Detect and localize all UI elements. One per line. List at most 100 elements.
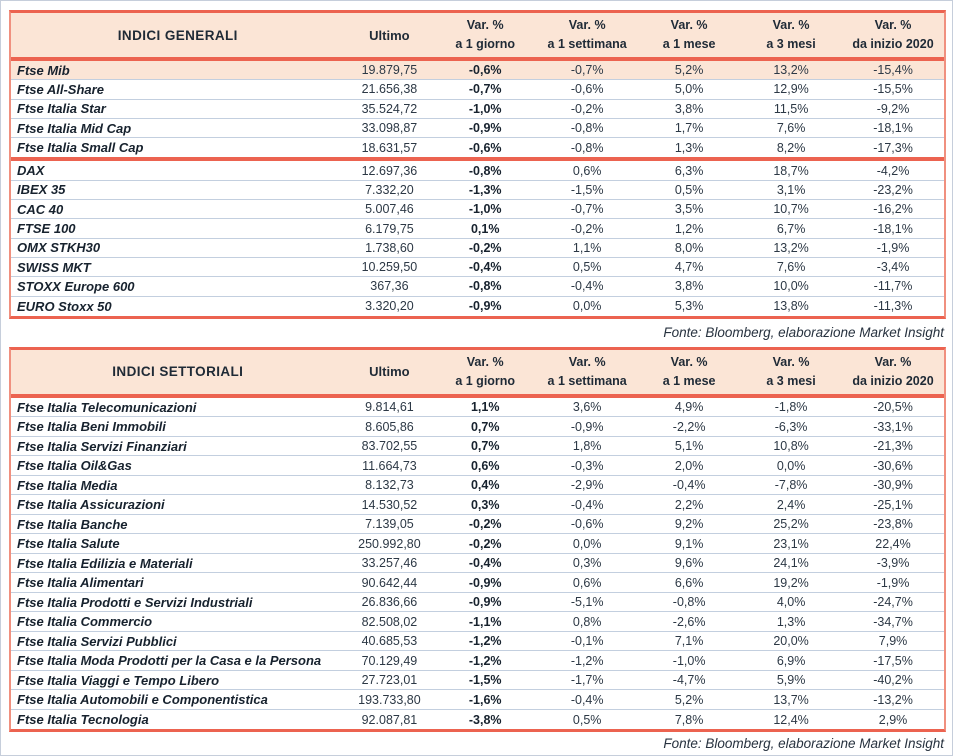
- var-value: 2,9%: [878, 712, 908, 727]
- var-value: -7,8%: [774, 478, 808, 493]
- column-header-var-3-mesi: Var. % a 3 mesi: [740, 350, 842, 394]
- ultimo-value: 82.508,02: [361, 614, 418, 629]
- index-name: STOXX Europe 600: [17, 278, 135, 294]
- column-header-var-3-mesi: Var. % a 3 mesi: [740, 13, 842, 57]
- var-value: -2,9%: [570, 478, 604, 493]
- column-header-var-1-mese: Var. % a 1 mese: [638, 350, 740, 394]
- var-value: 0,1%: [470, 221, 500, 236]
- var-value: -30,9%: [873, 478, 913, 493]
- var-value: 6,7%: [776, 221, 806, 236]
- var-value: 9,6%: [674, 556, 704, 571]
- var-value: -0,6%: [570, 517, 604, 532]
- var-label-line1: Var. %: [466, 18, 504, 32]
- var-value: -1,8%: [774, 400, 808, 415]
- var-value: 0,3%: [470, 497, 500, 512]
- var-value: -0,4%: [570, 497, 604, 512]
- table-row: Ftse Italia Star 35.524,72 -1,0% -0,2% 3,8% 1…: [11, 100, 944, 119]
- var-label-line2: a 3 mesi: [766, 37, 816, 51]
- table-row: STOXX Europe 600 367,36 -0,8% -0,4% 3,8% 10,0…: [11, 277, 944, 297]
- header-divider: [11, 393, 944, 398]
- var-value: 1,8%: [572, 439, 602, 454]
- var-value: -1,2%: [468, 634, 502, 649]
- var-value: -34,7%: [873, 614, 913, 629]
- source-note: Fonte: Bloomberg, elaborazione Market In…: [663, 736, 944, 752]
- var-value: 3,6%: [572, 400, 602, 415]
- table-row: Ftse Italia Tecnologia 92.087,81 -3,8% 0,5%…: [11, 710, 944, 730]
- var-value: 2,2%: [674, 497, 704, 512]
- var-value: 0,6%: [572, 575, 602, 590]
- var-value: -0,4%: [570, 692, 604, 707]
- index-name: Ftse Italia Mid Cap: [17, 120, 132, 136]
- ultimo-value: 11.664,73: [362, 458, 417, 473]
- var-value: -1,5%: [468, 673, 502, 688]
- ultimo-value: 33.257,46: [361, 556, 418, 571]
- var-value: 3,1%: [776, 182, 806, 197]
- var-value: -1,6%: [468, 692, 502, 707]
- table-header-generali: INDICI GENERALI Ultimo Var. % a 1 giorno…: [11, 13, 944, 57]
- ultimo-value: 7.332,20: [365, 182, 414, 197]
- table-row: Ftse Mib 19.879,75 -0,6% -0,7% 5,2% 13,2% -15,…: [11, 61, 944, 81]
- var-value: 0,0%: [776, 458, 806, 473]
- index-name: Ftse Italia Viaggi e Tempo Libero: [17, 672, 220, 688]
- var-value: 12,9%: [773, 82, 809, 97]
- var-value: 5,2%: [674, 692, 704, 707]
- ultimo-value: 70.129,49: [361, 653, 418, 668]
- var-value: 3,5%: [674, 202, 704, 217]
- var-value: -23,8%: [873, 517, 913, 532]
- table-row: Ftse Italia Oil&Gas 11.664,73 0,6% -0,3% 2,0…: [11, 456, 944, 476]
- var-value: 0,0%: [572, 299, 602, 314]
- ultimo-value: 92.087,81: [361, 712, 418, 727]
- var-value: 6,6%: [674, 575, 704, 590]
- var-value: -0,8%: [570, 121, 604, 136]
- var-value: 13,7%: [773, 692, 809, 707]
- column-header-var-1-giorno: Var. % a 1 giorno: [434, 13, 536, 57]
- var-value: -0,9%: [468, 575, 502, 590]
- table-row: EURO Stoxx 50 3.320,20 -0,9% 0,0% 5,3% 13,8% -…: [11, 297, 944, 316]
- index-name: Ftse Italia Automobili e Componentistica: [17, 692, 268, 708]
- table-row: Ftse Italia Edilizia e Materiali 33.257,4…: [11, 554, 944, 574]
- table-row: Ftse Italia Assicurazioni 14.530,52 0,3% -0…: [11, 495, 944, 515]
- var-value: -0,4%: [468, 556, 502, 571]
- var-value: 0,3%: [572, 556, 602, 571]
- var-label-line2: a 3 mesi: [766, 373, 816, 388]
- rows-european-indices: DAX 12.697,36 -0,8% 0,6% 6,3% 18,7% -4,2% IBEX …: [11, 161, 944, 315]
- index-name: IBEX 35: [17, 182, 66, 198]
- var-value: 0,7%: [470, 439, 500, 454]
- table-row: IBEX 35 7.332,20 -1,3% -1,5% 0,5% 3,1% -23,2%: [11, 181, 944, 201]
- var-value: 5,0%: [674, 82, 704, 97]
- var-value: -1,9%: [876, 575, 910, 590]
- var-value: -0,4%: [672, 478, 706, 493]
- var-value: -6,3%: [774, 419, 808, 434]
- var-value: 7,8%: [674, 712, 704, 727]
- var-value: 24,1%: [773, 556, 809, 571]
- var-label-line2: a 1 settimana: [547, 37, 627, 51]
- table-row: Ftse Italia Telecomunicazioni 9.814,61 1,1…: [11, 398, 944, 418]
- var-value: 7,6%: [776, 121, 806, 136]
- var-value: -0,2%: [468, 536, 502, 551]
- var-value: 0,0%: [572, 536, 602, 551]
- var-label-line2: a 1 mese: [662, 373, 716, 388]
- var-value: -16,2%: [873, 202, 913, 217]
- column-header-ultimo: Ultimo: [369, 364, 410, 380]
- ultimo-value: 21.656,38: [361, 82, 418, 97]
- index-name: Ftse Italia Assicurazioni: [17, 497, 165, 513]
- var-value: -0,9%: [468, 299, 502, 314]
- rows-sector-indices: Ftse Italia Telecomunicazioni 9.814,61 1,1…: [11, 398, 944, 730]
- index-name: Ftse Italia Media: [17, 477, 118, 493]
- var-value: -3,4%: [876, 260, 910, 275]
- ultimo-value: 6.179,75: [365, 221, 414, 236]
- var-value: -0,8%: [468, 279, 502, 294]
- var-value: 22,4%: [875, 536, 911, 551]
- var-value: -4,2%: [876, 163, 910, 178]
- index-name: Ftse Mib: [17, 62, 70, 78]
- var-value: 0,6%: [470, 458, 500, 473]
- index-name: OMX STKH30: [17, 240, 101, 256]
- ultimo-value: 7.139,05: [365, 517, 414, 532]
- var-value: -1,3%: [468, 182, 502, 197]
- index-name: Ftse Italia Small Cap: [17, 140, 144, 156]
- var-value: -25,1%: [873, 497, 913, 512]
- ultimo-value: 10.259,50: [361, 260, 418, 275]
- ultimo-value: 14.530,52: [361, 497, 418, 512]
- var-value: -1,7%: [570, 673, 604, 688]
- ultimo-value: 19.879,75: [361, 63, 418, 78]
